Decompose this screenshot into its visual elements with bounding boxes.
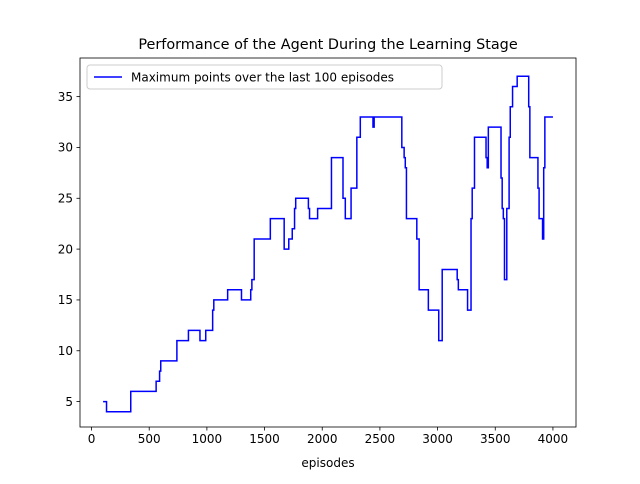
series-line-0: [103, 75, 553, 413]
x-tick-label: 500: [138, 432, 161, 446]
y-tick-label: 25: [58, 191, 73, 205]
x-tick-label: 1000: [192, 432, 223, 446]
plot-frame: [79, 57, 577, 428]
x-tick-label: 0: [88, 432, 96, 446]
x-tick-label: 2000: [307, 432, 338, 446]
x-tick-label: 3000: [422, 432, 453, 446]
x-tick-label: 2500: [365, 432, 396, 446]
x-tick-label: 3500: [480, 432, 511, 446]
chart-title: Performance of the Agent During the Lear…: [138, 37, 517, 53]
legend-box: [86, 64, 443, 90]
y-tick-label: 5: [65, 395, 73, 409]
y-tick-label: 15: [58, 293, 73, 307]
y-tick-label: 10: [58, 344, 73, 358]
y-tick-label: 30: [58, 141, 73, 155]
y-tick-label: 35: [58, 90, 73, 104]
plot-area: 0 500 1000 1500 2000 2500 3000 3500 4000 5 10 15 20 2…: [58, 57, 577, 446]
x-tick-label: 4000: [538, 432, 569, 446]
legend: Maximum points over the last 100 episode…: [86, 64, 443, 90]
legend-label: Maximum points over the last 100 episode…: [131, 70, 394, 84]
x-axis-label: episodes: [301, 456, 354, 470]
y-tick-label: 20: [58, 242, 73, 256]
x-tick-label: 1500: [249, 432, 280, 446]
